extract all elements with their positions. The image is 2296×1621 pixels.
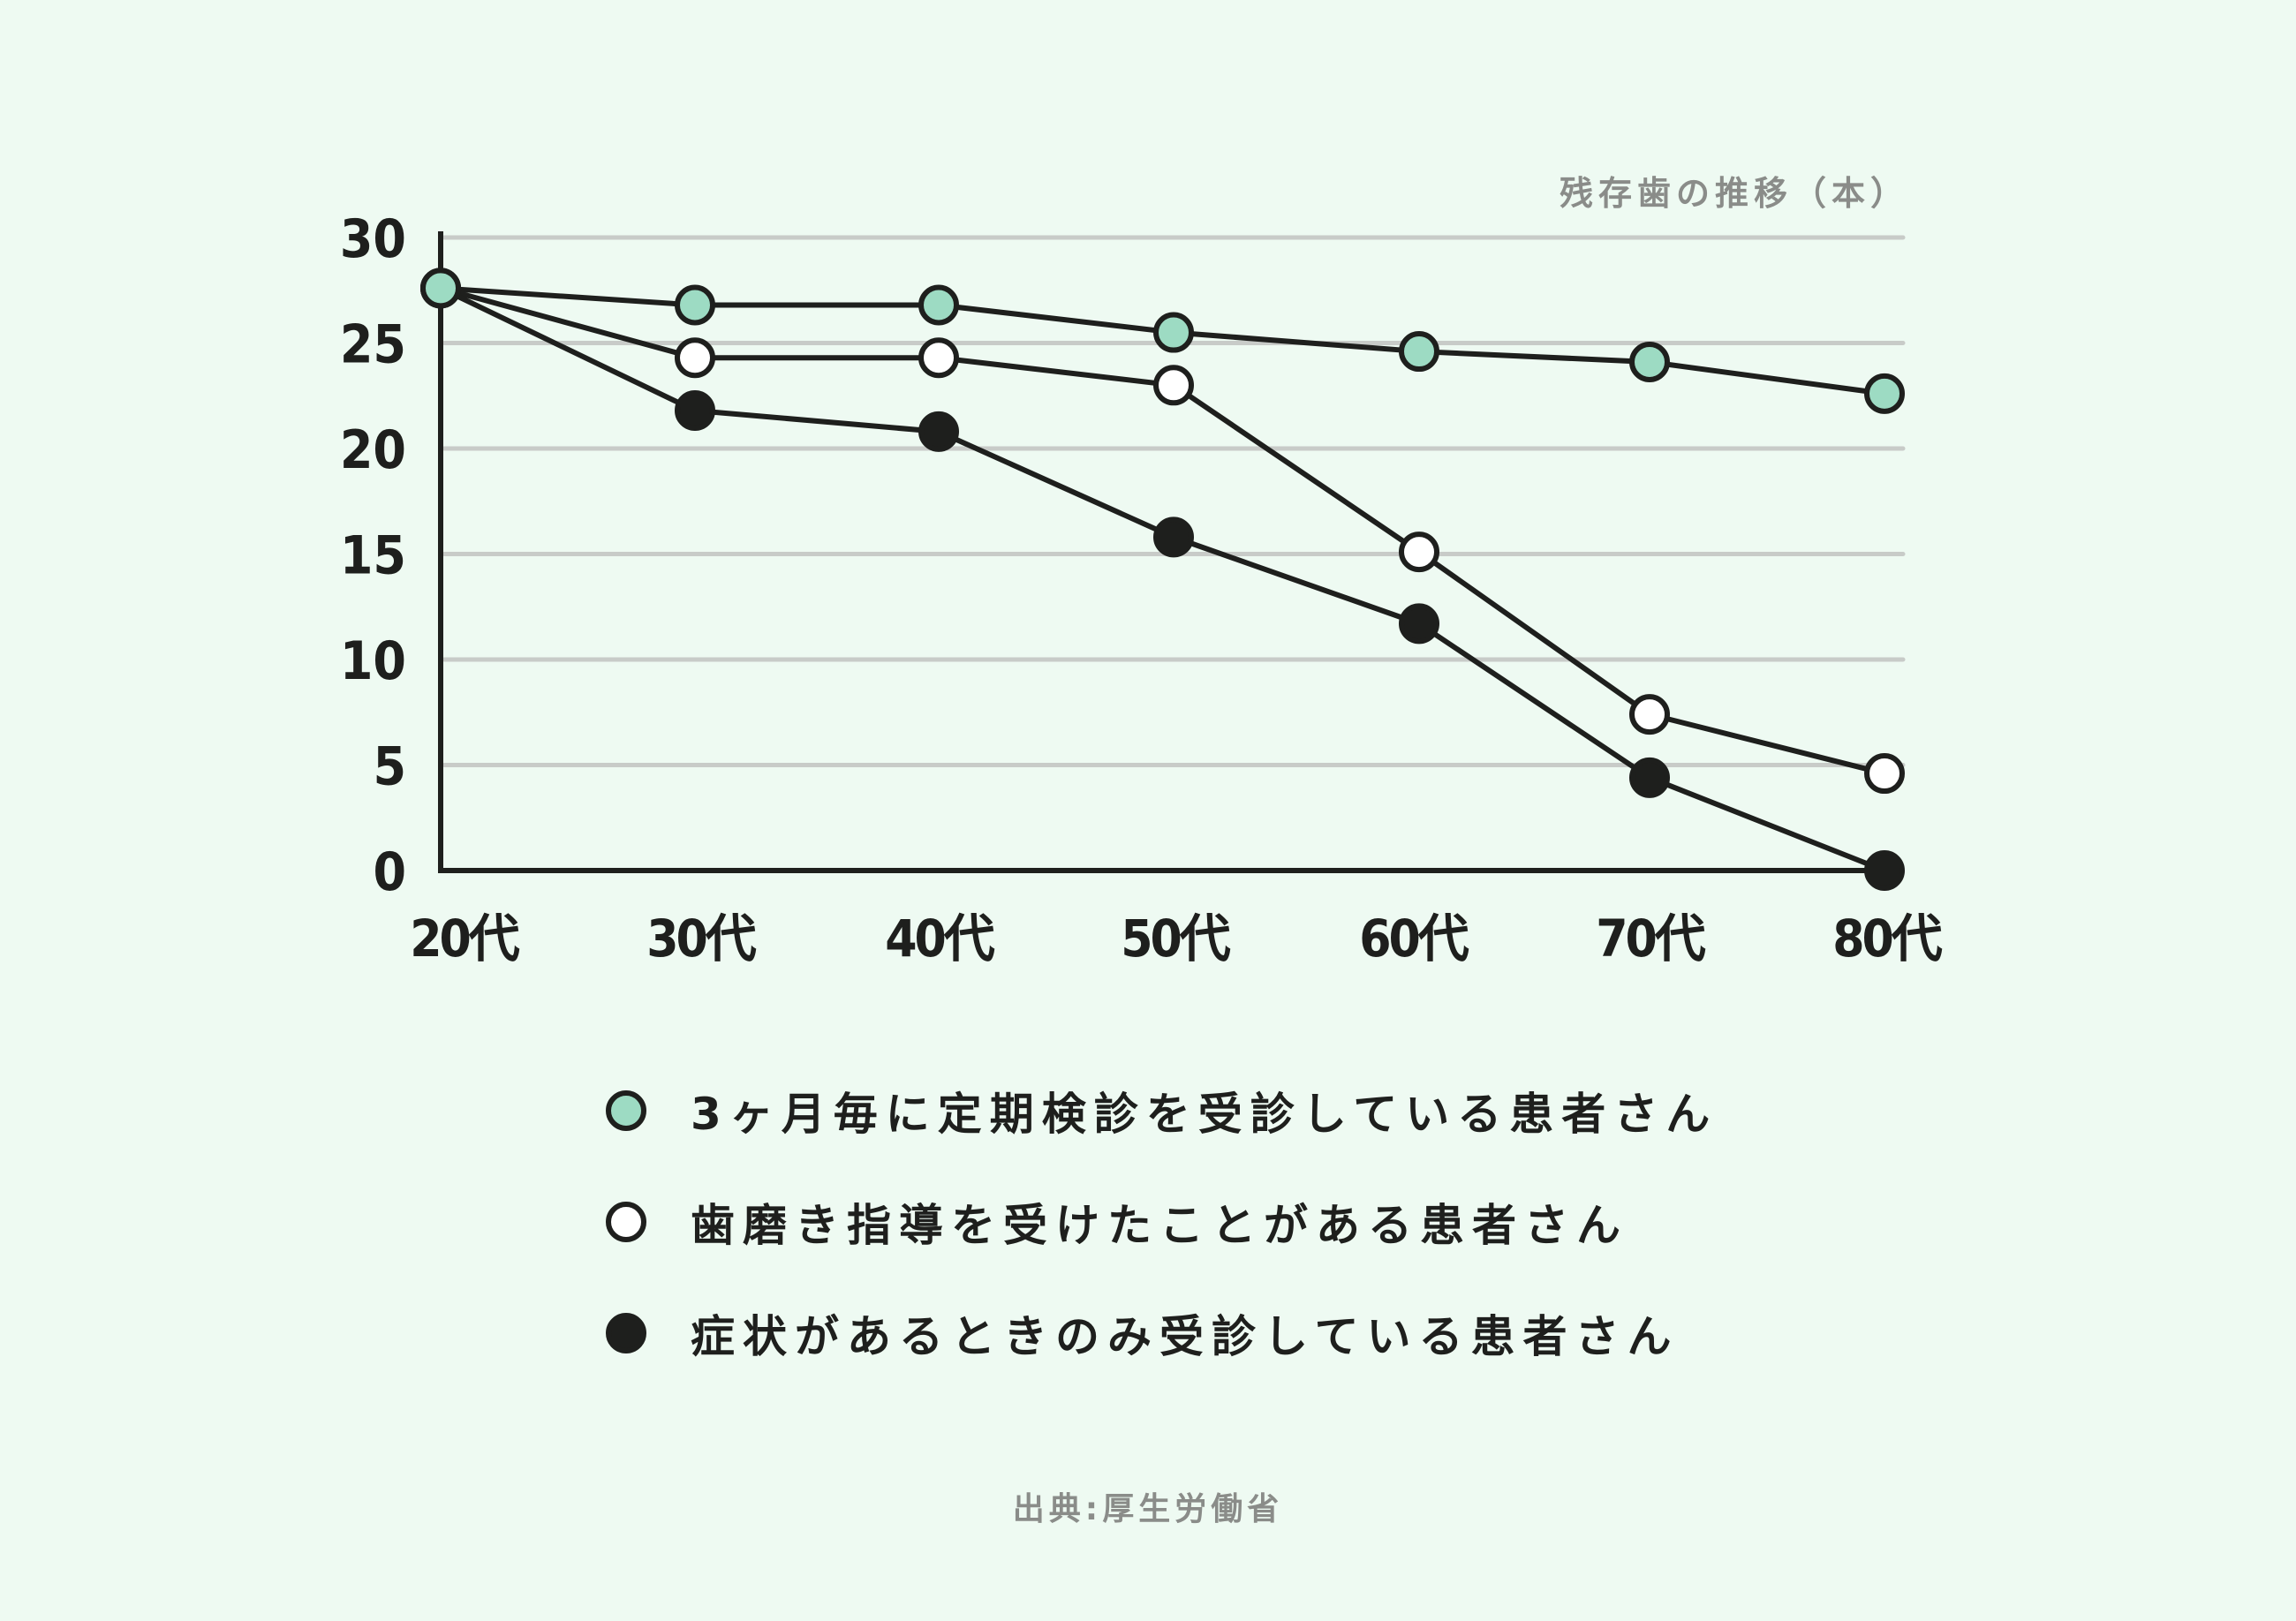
white-circle-marker-icon xyxy=(606,1202,646,1242)
x-tick-label: 80代 xyxy=(1832,909,1943,969)
black-data-point-icon xyxy=(1864,850,1905,891)
green-data-point-icon xyxy=(1629,342,1670,383)
y-axis-tick-labels: 0 5 10 15 20 25 30 xyxy=(340,208,406,903)
x-tick-label: 60代 xyxy=(1359,909,1469,969)
black-data-point-icon xyxy=(1153,516,1194,558)
white-data-point-icon xyxy=(1864,753,1905,795)
source-citation: 出典:厚生労働省 xyxy=(1012,1491,1284,1527)
axes xyxy=(438,231,1884,873)
white-data-point-icon xyxy=(1399,532,1439,573)
legend: 3ヶ月毎に定期検診を受診している患者さん 歯磨き指導を受けたことがある患者さん … xyxy=(606,1077,1718,1411)
black-circle-marker-icon xyxy=(606,1313,646,1353)
black-data-point-icon xyxy=(918,411,959,452)
legend-label: 3ヶ月毎に定期検診を受診している患者さん xyxy=(691,1089,1718,1140)
legend-item-regular-checkup: 3ヶ月毎に定期検診を受診している患者さん xyxy=(606,1077,1718,1144)
x-axis-tick-labels: 20代 30代 40代 50代 60代 70代 80代 xyxy=(410,909,1945,969)
y-tick-label: 25 xyxy=(340,314,406,376)
white-data-point-icon xyxy=(1153,365,1194,406)
white-data-point-icon xyxy=(918,337,959,379)
legend-item-brushing-guidance: 歯磨き指導を受けたことがある患者さん xyxy=(606,1188,1718,1255)
green-data-point-icon xyxy=(918,284,959,326)
x-tick-label: 40代 xyxy=(885,909,995,969)
legend-label: 症状があるときのみ受診している患者さん xyxy=(691,1311,1680,1362)
x-tick-label: 50代 xyxy=(1121,909,1231,969)
x-tick-label: 70代 xyxy=(1596,909,1706,969)
y-tick-label: 20 xyxy=(340,419,406,481)
legend-label: 歯磨き指導を受けたことがある患者さん xyxy=(691,1200,1628,1251)
white-data-point-icon xyxy=(1629,694,1670,735)
y-tick-label: 10 xyxy=(340,630,406,692)
legend-item-symptom-only: 症状があるときのみ受診している患者さん xyxy=(606,1300,1718,1367)
green-data-point-icon xyxy=(1864,373,1905,414)
x-tick-label: 20代 xyxy=(410,909,520,969)
x-tick-label: 30代 xyxy=(646,909,757,969)
y-tick-label: 0 xyxy=(373,841,406,903)
y-tick-label: 5 xyxy=(373,736,406,798)
white-data-point-icon xyxy=(675,337,715,379)
green-data-point-icon xyxy=(420,268,461,309)
green-data-point-icon xyxy=(675,284,715,326)
black-data-point-icon xyxy=(675,389,715,431)
y-tick-label: 30 xyxy=(340,208,406,270)
chart-title: 残存歯の推移（本） xyxy=(1560,174,1910,213)
green-circle-marker-icon xyxy=(606,1090,646,1131)
green-data-point-icon xyxy=(1153,312,1194,353)
green-data-point-icon xyxy=(1399,331,1439,373)
data-series xyxy=(420,268,1905,891)
black-data-point-icon xyxy=(1629,757,1670,798)
y-tick-label: 15 xyxy=(340,525,406,587)
black-data-point-icon xyxy=(1399,603,1439,645)
